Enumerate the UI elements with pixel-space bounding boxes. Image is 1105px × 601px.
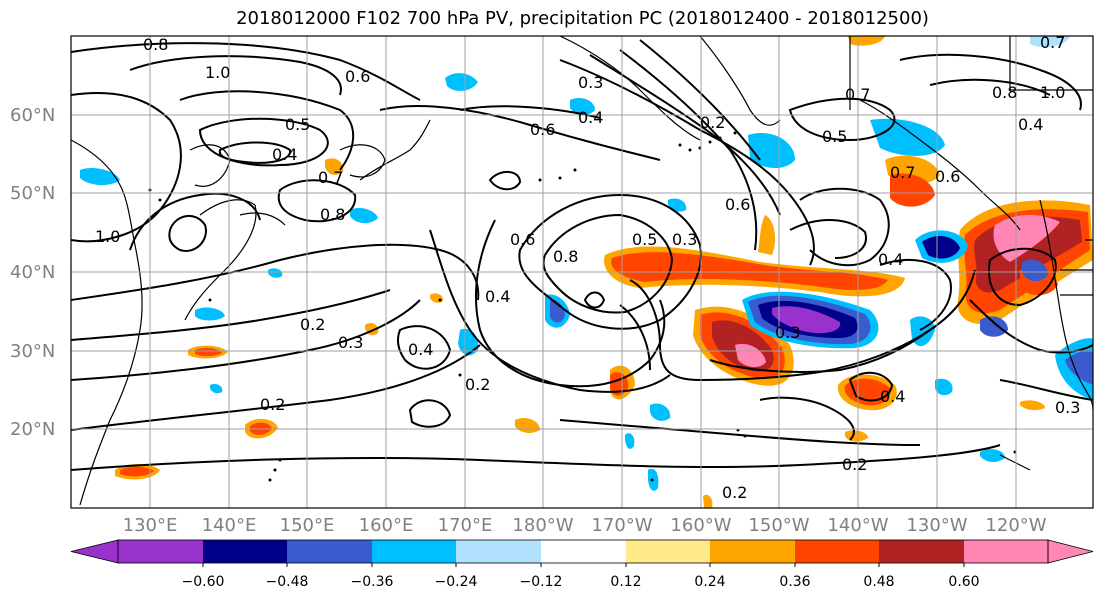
colorbar	[70, 539, 1094, 567]
colorbar-segment	[287, 540, 372, 563]
lon-label: 180°W	[512, 515, 573, 536]
contour-label: 1.0	[205, 63, 230, 82]
longitude-labels: 130°E 140°E 150°E 160°E 170°E 180°W 170°…	[123, 515, 1047, 536]
colorbar-extend-min	[70, 539, 119, 564]
colorbar-tick: −0.60	[182, 574, 225, 590]
contour-label: 0.2	[842, 455, 867, 474]
contour-label: 1.0	[95, 227, 120, 246]
lat-label: 60°N	[10, 105, 55, 126]
lon-label: 150°W	[748, 515, 809, 536]
contour-label: 0.2	[700, 113, 725, 132]
lat-label: 30°N	[10, 341, 55, 362]
contour-label: 0.4	[272, 145, 297, 164]
colorbar-tick: 0.24	[694, 574, 725, 590]
colorbar-segment	[372, 540, 456, 563]
lon-label: 120°W	[985, 515, 1046, 536]
contour-label: 0.3	[578, 73, 603, 92]
map-title: 2018012000 F102 700 hPa PV, precipitatio…	[236, 8, 929, 29]
contour-label: 0.2	[465, 375, 490, 394]
colorbar-segment	[795, 540, 879, 563]
lon-label: 130°E	[123, 515, 178, 536]
contour-label: 0.7	[845, 85, 870, 104]
colorbar-outline	[117, 539, 1049, 564]
lon-label: 160°W	[670, 515, 731, 536]
contour-label: 0.6	[510, 230, 535, 249]
contour-label: 0.6	[530, 120, 555, 139]
colorbar-tick: 0.48	[863, 574, 894, 590]
contour-label: 0.4	[1018, 115, 1043, 134]
colorbar-segment	[456, 540, 541, 563]
contour-label: 0.7	[890, 163, 915, 182]
contour-label: 0.6	[935, 167, 960, 186]
contour-label: 1.0	[1040, 83, 1065, 102]
map-border	[70, 35, 1094, 509]
colorbar-tick: 0.60	[948, 574, 979, 590]
pv-contours	[71, 39, 1093, 471]
graticule	[71, 36, 1093, 508]
islands	[148, 131, 1017, 482]
contour-label: 0.2	[300, 315, 325, 334]
lat-label: 20°N	[10, 419, 55, 440]
colorbar-tick: −0.36	[351, 574, 394, 590]
lon-label: 140°W	[827, 515, 888, 536]
colorbar-tick: −0.48	[266, 574, 309, 590]
contour-label: 0.8	[320, 205, 345, 224]
lat-label: 50°N	[10, 183, 55, 204]
lat-label: 40°N	[10, 262, 55, 283]
contour-label: 0.4	[578, 108, 603, 127]
colorbar-segment	[879, 540, 964, 563]
lon-label: 140°E	[202, 515, 257, 536]
contour-label: 0.3	[775, 323, 800, 342]
latitude-labels: 60°N 50°N 40°N 30°N 20°N	[10, 105, 55, 440]
contour-label: 0.8	[992, 83, 1017, 102]
lon-label: 170°W	[591, 515, 652, 536]
contour-label: 0.7	[318, 168, 343, 187]
colorbar-extend-max	[1047, 539, 1094, 564]
lon-label: 150°E	[280, 515, 335, 536]
contour-label: 0.8	[553, 247, 578, 266]
colorbar-tick: 0.36	[779, 574, 810, 590]
contour-label: 0.4	[880, 387, 905, 406]
lon-label: 160°E	[359, 515, 414, 536]
contour-label: 0.5	[822, 127, 847, 146]
contour-label: 0.5	[285, 115, 310, 134]
colorbar-segment	[203, 540, 287, 563]
contour-label: 0.4	[878, 250, 903, 269]
contour-label: 0.3	[1055, 398, 1080, 417]
contour-label: 0.8	[143, 35, 168, 54]
colorbar-segment	[710, 540, 795, 563]
colorbar-segment	[626, 540, 710, 563]
lon-label: 130°W	[906, 515, 967, 536]
contour-labels: 0.8 1.0 0.6 0.5 0.4 0.7 0.8 1.0 0.4 0.6 …	[95, 33, 1080, 502]
coastlines	[71, 36, 1093, 506]
contour-label: 0.2	[260, 395, 285, 414]
contour-label: 0.7	[1040, 33, 1065, 52]
lon-label: 170°E	[438, 515, 493, 536]
contour-label: 0.2	[722, 483, 747, 502]
colorbar-ticks: −0.60 −0.48 −0.36 −0.24 −0.12 0.12 0.24 …	[182, 574, 980, 590]
contour-label: 0.3	[672, 230, 697, 249]
contour-label: 0.5	[632, 230, 657, 249]
colorbar-tick: 0.12	[610, 574, 641, 590]
precipitation-shading	[80, 36, 1093, 508]
colorbar-segment	[118, 540, 203, 563]
colorbar-tick: −0.24	[435, 574, 478, 590]
contour-label: 0.4	[408, 340, 433, 359]
colorbar-segment	[964, 540, 1048, 563]
contour-label: 0.4	[485, 287, 510, 306]
contour-label: 0.6	[345, 67, 370, 86]
colorbar-tick: −0.12	[520, 574, 563, 590]
contour-label: 0.3	[338, 333, 363, 352]
contour-label: 0.6	[725, 195, 750, 214]
colorbar-segment	[541, 540, 626, 563]
